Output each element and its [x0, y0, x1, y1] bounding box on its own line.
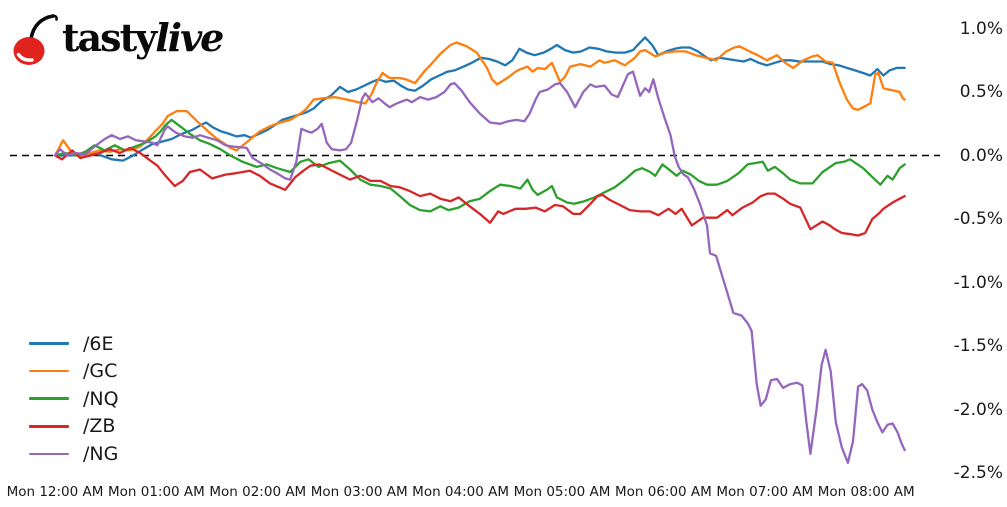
series-line-6e [53, 36, 906, 162]
y-tick-label: -1.0% [953, 272, 1003, 293]
y-tick-label: 1.0% [959, 18, 1003, 39]
y-tick-label: 0.0% [959, 145, 1003, 166]
legend-line-swatch [29, 369, 69, 373]
y-tick-label: -1.5% [953, 336, 1003, 356]
x-tick-label: Mon 01:00 AM [107, 484, 205, 500]
logo-wordmark: tastylive [62, 19, 224, 57]
series-line-gc [53, 41, 906, 158]
x-tick-label: Mon 03:00 AM [310, 484, 408, 500]
y-tick-label: -0.5% [953, 209, 1003, 229]
legend-item-gc: /GC [29, 359, 117, 383]
y-tick-label: -2.0% [953, 399, 1003, 420]
cherry-icon [8, 10, 58, 66]
legend-line-swatch [29, 342, 69, 345]
x-tick-label: Mon 12:00 AM [6, 484, 104, 500]
y-tick-label: -2.5% [953, 463, 1003, 483]
logo-text-tasty: tasty [62, 15, 157, 60]
legend-item-nq: /NQ [29, 387, 119, 411]
legend-line-swatch [29, 397, 69, 400]
legend-item-zb: /ZB [29, 414, 115, 438]
legend-item-6e: /6E [29, 332, 114, 356]
x-tick-label: Mon 08:00 AM [817, 484, 915, 500]
series-line-nq [53, 118, 906, 213]
x-tick-label: Mon 07:00 AM [716, 484, 814, 500]
logo-text-live: live [155, 15, 224, 60]
legend-label: /NG [83, 442, 119, 465]
x-tick-label: Mon 06:00 AM [614, 484, 712, 500]
series-line-zb [53, 146, 906, 237]
legend-item-ng: /NG [29, 442, 118, 466]
series-line-ng [53, 70, 906, 464]
legend-label: /6E [83, 332, 114, 355]
legend-label: /GC [83, 360, 118, 383]
legend-label: /NQ [83, 387, 119, 410]
tastylive-logo: tastylive [8, 10, 224, 66]
x-tick-label: Mon 02:00 AM [209, 484, 307, 500]
legend-line-swatch [29, 425, 69, 428]
legend-label: /ZB [83, 415, 116, 438]
legend-line-swatch [29, 452, 69, 456]
x-tick-label: Mon 05:00 AM [513, 484, 611, 500]
x-tick-label: Mon 04:00 AM [412, 484, 510, 500]
y-tick-label: 0.5% [959, 82, 1003, 102]
